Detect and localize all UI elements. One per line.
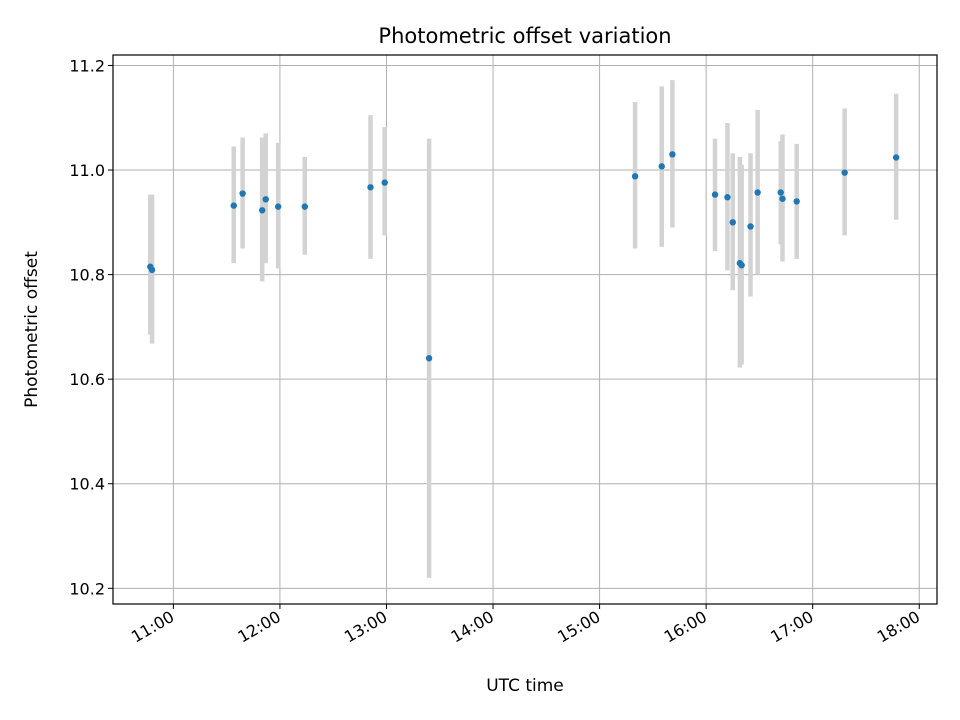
data-point: [274, 203, 282, 210]
data-point: [239, 190, 246, 197]
data-point: [381, 179, 388, 186]
data-point: [747, 223, 754, 230]
data-point: [711, 191, 719, 198]
data-point: [729, 219, 736, 226]
y-axis-label: Photometric offset: [22, 251, 42, 408]
data-point: [777, 189, 784, 196]
data-point: [724, 194, 731, 201]
y-tick-label: 10.4: [69, 475, 105, 494]
plot-frame: [112, 54, 938, 605]
data-point: [367, 184, 374, 191]
y-tick-label: 11.2: [69, 56, 105, 75]
data-point: [779, 195, 786, 202]
data-point: [148, 266, 156, 274]
data-point: [892, 154, 900, 161]
data-point: [301, 203, 308, 210]
y-tick-label: 10.6: [69, 370, 105, 389]
data-point: [230, 202, 237, 209]
data-point: [425, 355, 433, 362]
data-point: [669, 151, 676, 158]
data-point: [754, 189, 761, 196]
data-point: [258, 207, 266, 214]
data-point: [262, 196, 269, 203]
chart-title: Photometric offset variation: [378, 24, 671, 48]
data-point: [841, 169, 848, 176]
data-point: [793, 198, 800, 205]
data-point: [738, 261, 745, 269]
y-tick-label: 10.8: [69, 266, 105, 285]
data-point: [631, 173, 639, 180]
x-axis-label: UTC time: [486, 676, 564, 696]
data-point: [658, 163, 665, 170]
y-tick-label: 10.2: [69, 579, 105, 598]
y-tick-label: 11.0: [69, 161, 105, 180]
data-points: [147, 151, 900, 362]
